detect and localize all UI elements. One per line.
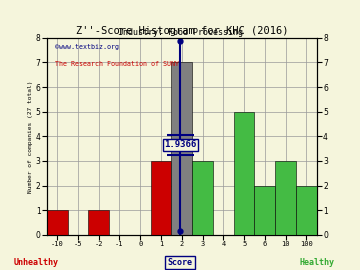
- Text: The Research Foundation of SUNY: The Research Foundation of SUNY: [55, 62, 179, 68]
- Bar: [171, 62, 192, 235]
- Bar: [192, 161, 213, 235]
- Text: 1.9366: 1.9366: [165, 140, 197, 150]
- Title: Z''-Score Histogram for KHC (2016): Z''-Score Histogram for KHC (2016): [76, 26, 288, 36]
- Bar: [255, 186, 275, 235]
- Text: Score: Score: [167, 258, 193, 267]
- Text: Healthy: Healthy: [299, 258, 334, 267]
- Y-axis label: Number of companies (27 total): Number of companies (27 total): [28, 80, 33, 193]
- Bar: [88, 210, 109, 235]
- Bar: [150, 161, 171, 235]
- Bar: [47, 210, 68, 235]
- Text: Unhealthy: Unhealthy: [14, 258, 58, 267]
- Bar: [234, 112, 255, 235]
- Text: Industry: Food Processing: Industry: Food Processing: [117, 28, 243, 37]
- Bar: [275, 161, 296, 235]
- Bar: [296, 186, 317, 235]
- Text: ©www.textbiz.org: ©www.textbiz.org: [55, 44, 119, 50]
